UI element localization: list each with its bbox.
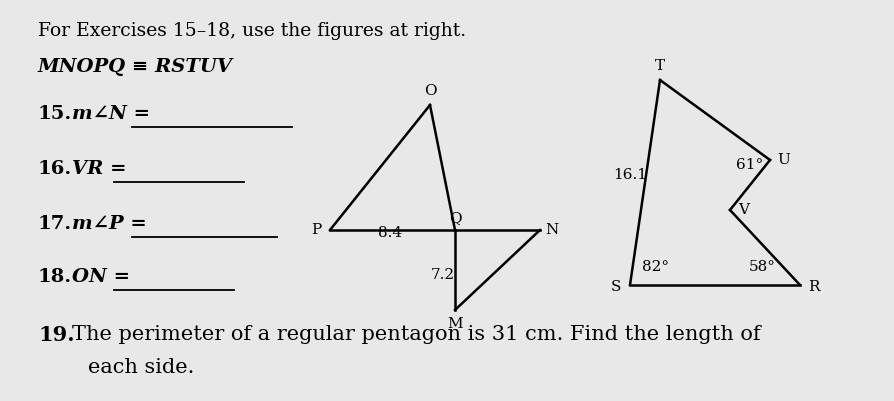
Text: P: P <box>310 223 321 237</box>
Text: 61°: 61° <box>736 158 763 172</box>
Text: N: N <box>544 223 558 237</box>
Text: 17.: 17. <box>38 215 72 233</box>
Text: m∠P =: m∠P = <box>72 215 147 233</box>
Text: VR =: VR = <box>72 160 126 178</box>
Text: T: T <box>654 59 664 73</box>
Text: R: R <box>807 280 819 294</box>
Text: M: M <box>447 317 462 331</box>
Text: each side.: each side. <box>88 358 194 377</box>
Text: U: U <box>777 153 789 167</box>
Text: Q: Q <box>448 211 460 225</box>
Text: 82°: 82° <box>642 260 669 274</box>
Text: 15.: 15. <box>38 105 72 123</box>
Text: 8.4: 8.4 <box>377 226 401 240</box>
Text: S: S <box>610 280 620 294</box>
Text: The perimeter of a regular pentagon is 31 cm. Find the length of: The perimeter of a regular pentagon is 3… <box>72 325 760 344</box>
Text: 7.2: 7.2 <box>430 268 454 282</box>
Text: 18.: 18. <box>38 268 72 286</box>
Text: MNOPQ ≡ RSTUV: MNOPQ ≡ RSTUV <box>38 58 232 76</box>
Text: 16.: 16. <box>38 160 72 178</box>
Text: ON =: ON = <box>72 268 130 286</box>
Text: 16.1: 16.1 <box>612 168 646 182</box>
Text: V: V <box>738 203 748 217</box>
Text: m∠N =: m∠N = <box>72 105 150 123</box>
Text: For Exercises 15–18, use the figures at right.: For Exercises 15–18, use the figures at … <box>38 22 466 40</box>
Text: O: O <box>423 84 435 98</box>
Text: 19.: 19. <box>38 325 74 345</box>
Text: 58°: 58° <box>747 260 774 274</box>
